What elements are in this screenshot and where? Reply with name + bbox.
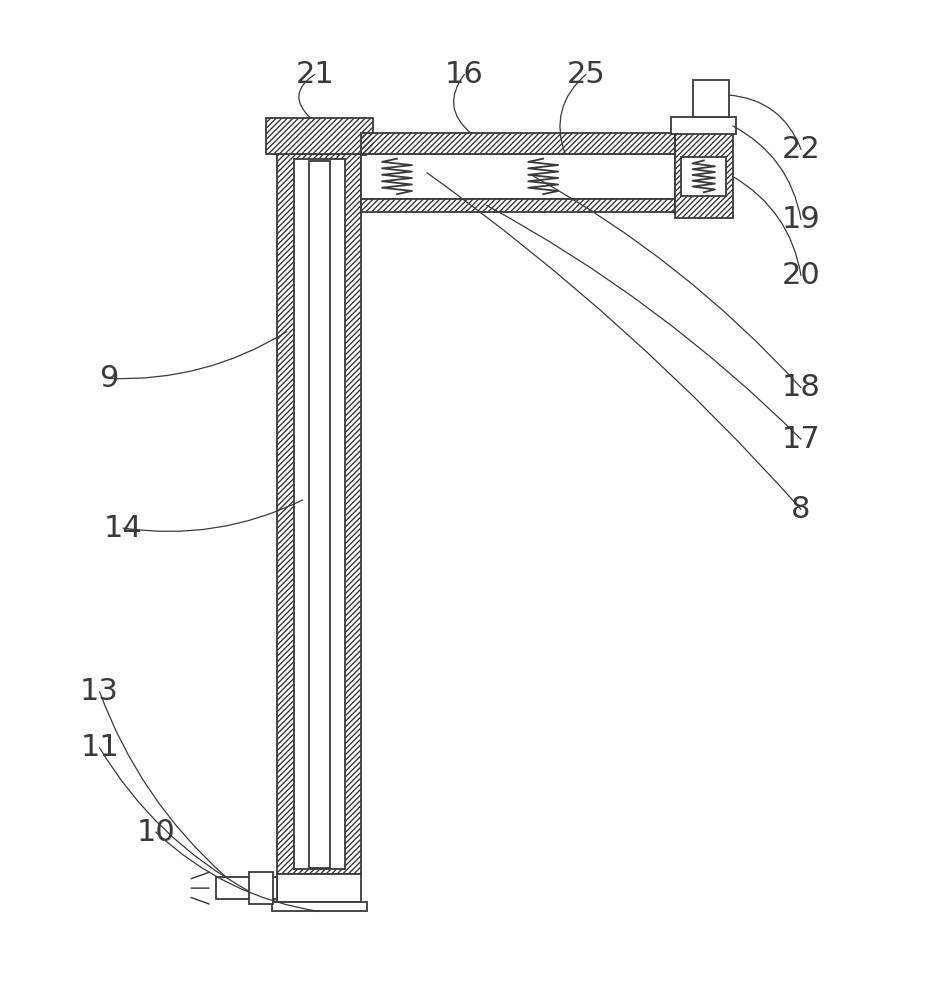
Text: 19: 19 <box>781 205 821 234</box>
FancyArrowPatch shape <box>733 176 801 276</box>
FancyArrowPatch shape <box>99 692 226 877</box>
Bar <box>361 199 674 212</box>
Text: 10: 10 <box>136 818 175 847</box>
Bar <box>361 199 674 212</box>
FancyArrowPatch shape <box>123 500 303 531</box>
Text: 21: 21 <box>295 60 334 89</box>
FancyArrowPatch shape <box>733 126 801 219</box>
Text: 14: 14 <box>103 514 143 543</box>
Text: 17: 17 <box>781 425 821 454</box>
Bar <box>278 154 361 874</box>
FancyArrowPatch shape <box>729 95 801 149</box>
Bar <box>278 154 361 874</box>
Text: 25: 25 <box>567 60 605 89</box>
Bar <box>272 902 367 911</box>
FancyArrowPatch shape <box>454 74 471 133</box>
Text: 22: 22 <box>781 135 821 164</box>
Bar <box>266 118 372 154</box>
FancyArrowPatch shape <box>487 205 801 439</box>
Bar <box>671 117 736 134</box>
Bar <box>217 877 278 899</box>
FancyArrowPatch shape <box>534 176 801 388</box>
Text: 9: 9 <box>99 364 118 393</box>
FancyArrowPatch shape <box>427 173 801 509</box>
Bar <box>266 118 372 154</box>
Text: 20: 20 <box>781 261 821 290</box>
Text: 16: 16 <box>445 60 484 89</box>
Bar <box>250 872 273 904</box>
FancyArrowPatch shape <box>109 332 287 379</box>
Bar <box>310 161 329 868</box>
Bar <box>278 874 361 902</box>
Text: 8: 8 <box>792 495 810 524</box>
Bar <box>361 154 674 199</box>
Text: 13: 13 <box>80 677 119 706</box>
Text: 11: 11 <box>81 733 119 762</box>
Bar <box>674 128 733 218</box>
Bar <box>361 133 674 154</box>
Bar <box>361 133 674 154</box>
Text: 18: 18 <box>781 373 821 402</box>
Bar <box>693 80 729 117</box>
Bar <box>295 159 344 869</box>
FancyArrowPatch shape <box>99 748 250 891</box>
Bar <box>681 157 726 196</box>
FancyArrowPatch shape <box>560 74 586 154</box>
FancyArrowPatch shape <box>156 832 319 911</box>
Bar <box>674 128 733 218</box>
FancyArrowPatch shape <box>299 74 314 118</box>
